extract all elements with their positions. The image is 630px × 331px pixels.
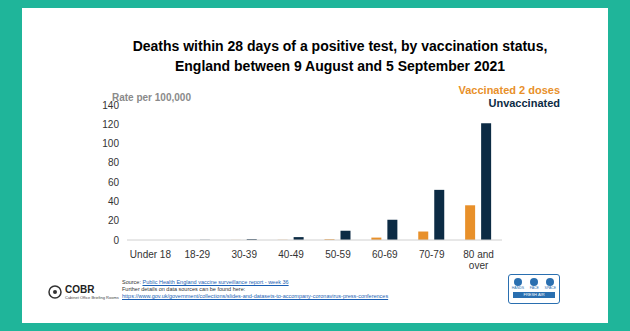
html-text:England between 9 August and 5: England between 9 August and 5 September… [174,58,506,74]
html-text:Rate per 100,000: Rate per 100,000 [112,92,191,103]
svg-text:0: 0 [113,235,119,246]
svg-text:18-29: 18-29 [185,249,211,260]
svg-text:140: 140 [102,100,119,111]
html-text:Source: Public Health England: Source: Public Health England vaccine su… [122,279,289,285]
html-text:FACE: FACE [529,286,539,290]
html-text:HANDS: HANDS [511,286,525,290]
html-text:Deaths within 28 days of a pos: Deaths within 28 days of a positive test… [132,38,548,54]
svg-text:100: 100 [102,138,119,149]
svg-text:80 andover: 80 andover [463,249,494,270]
svg-text:120: 120 [102,119,119,130]
svg-text:60: 60 [108,177,120,188]
svg-text:Under 18: Under 18 [130,249,172,260]
svg-text:60-69: 60-69 [372,249,398,260]
html-text:Vaccinated 2 doses: Vaccinated 2 doses [458,84,560,96]
html-text:https://www.gov.uk/government/: https://www.gov.uk/government/collection… [122,293,389,299]
svg-text:40: 40 [108,196,120,207]
html-text:Further details on data source: Further details on data sources can be f… [122,286,246,292]
svg-text:20: 20 [108,215,120,226]
html-text:Cabinet Office Briefing Rooms: Cabinet Office Briefing Rooms [65,294,119,300]
html-text:FRESH AIR: FRESH AIR [523,292,545,297]
svg-text:40-49: 40-49 [278,249,304,260]
svg-text:70-79: 70-79 [419,249,445,260]
html-text:SPACE: SPACE [544,286,557,290]
html-text:Unvaccinated: Unvaccinated [488,97,560,109]
html-text:COBR: COBR [65,283,95,295]
svg-text:80: 80 [108,157,120,168]
svg-text:30-39: 30-39 [231,249,257,260]
svg-text:50-59: 50-59 [325,249,351,260]
